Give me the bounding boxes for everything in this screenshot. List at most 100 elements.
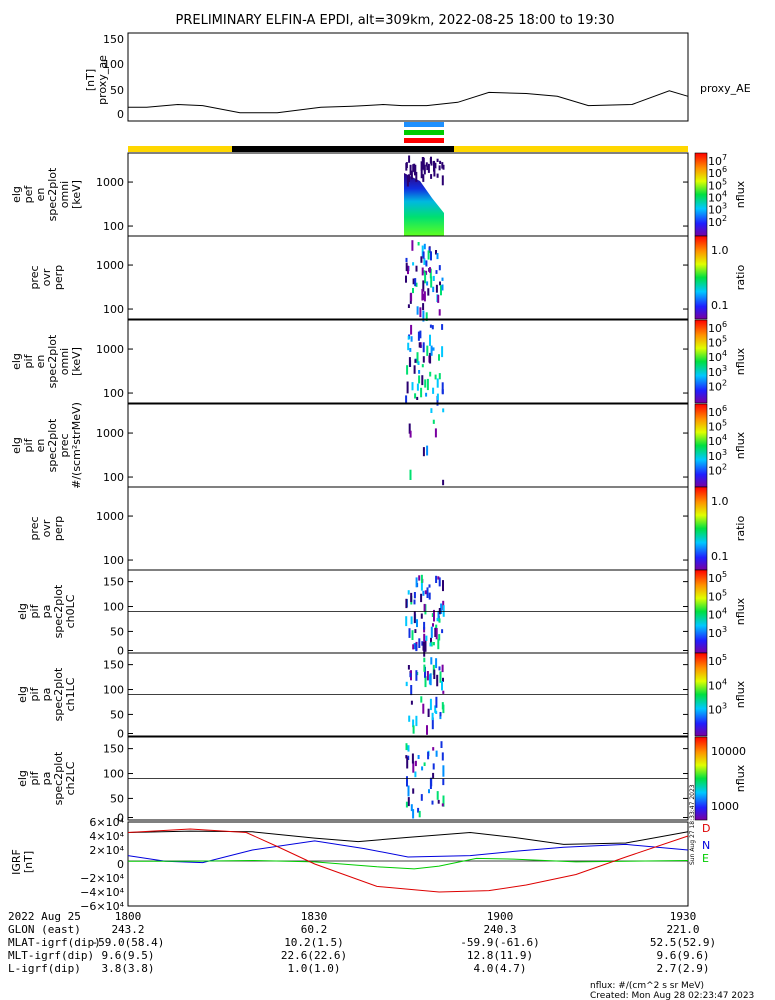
spectrogram-pixel [423, 645, 426, 657]
spectrogram-pixel [442, 704, 445, 714]
colorbar-tick-label: 10 [708, 167, 722, 180]
spec-panel-elf_pif_pa_spec2plot_ch2LC: elg pif pa spec2plot ch2LC 150 100 50 0 10000 1000… [16, 736, 747, 825]
spectrogram-pixel [430, 174, 433, 179]
eph-cell: 9.6(9.6) [657, 949, 710, 962]
spectrogram-ylabel: #/(scm²strMeV) [70, 402, 83, 489]
colorbar-tick-label: 10 [708, 380, 722, 393]
spectrogram-pixel [430, 626, 433, 638]
spectrogram-ylabel: spec2plot [46, 418, 59, 472]
spectrogram-pixel [423, 270, 426, 274]
colorbar-tick-label: 0.1 [711, 299, 729, 312]
colorbar-tick-exponent: 7 [722, 153, 727, 162]
spectrogram-ylabel: pa [40, 605, 53, 619]
spectrogram-ytick: 150 [103, 659, 124, 672]
spectrogram-pixel [424, 272, 427, 284]
spectrogram-pixel [418, 638, 421, 648]
spectrogram-pixel [441, 162, 444, 169]
spectrogram-ylabel: en [34, 188, 47, 202]
spectrogram-pixel [424, 666, 426, 678]
colorbar-tick-label: 10 [708, 406, 722, 419]
spectrogram-pixel [433, 160, 435, 172]
spectrogram-pixel [415, 171, 418, 182]
eph-row-label: GLON (east) [8, 923, 81, 936]
colorbar [694, 736, 708, 821]
spectrogram-ylabel: en [34, 355, 47, 369]
eph-cell: -59.0(58.4) [92, 936, 165, 949]
spectrogram-pixel [406, 365, 409, 375]
colorbar-tick-exponent: 5 [722, 335, 727, 344]
colorbar [694, 569, 708, 654]
spectrogram-pixel [423, 603, 426, 612]
spectrogram-pixel [429, 371, 432, 377]
spectrogram-pixel [417, 807, 420, 813]
spectrogram-pixel [438, 373, 441, 380]
spectrogram-ylabel: ovr [40, 519, 53, 537]
colorbar-tick-exponent: 6 [722, 404, 727, 413]
spectrogram-ytick: 100 [103, 601, 124, 614]
eph-cell: 12.8(11.9) [467, 949, 533, 962]
spectrogram-gap [404, 173, 444, 213]
colorbar-tick-exponent: 3 [722, 625, 727, 634]
spectrogram-pixel [428, 247, 431, 252]
spectrogram-pixel [441, 324, 444, 330]
spectrogram-pixel [438, 666, 441, 671]
spectrogram-pixel [407, 745, 410, 752]
spectrogram-pixel [436, 617, 439, 622]
spectrogram-ytick: 100 [103, 684, 124, 697]
colorbar-tick-exponent: 4 [722, 433, 727, 442]
eph-cell: 1.0(1.0) [288, 962, 341, 975]
spectrogram-pixel [442, 580, 444, 591]
spectrogram-pixel [430, 657, 433, 665]
spectrogram-pixel [420, 387, 423, 398]
spectrogram-pixel [426, 281, 429, 286]
spectrogram-pixel [409, 430, 412, 438]
eph-cell: 2.7(2.9) [657, 962, 710, 975]
spectrogram-ylabel: ovr [40, 268, 53, 286]
spectrogram-ytick: 100 [103, 554, 124, 567]
spectrogram-pixel [431, 613, 434, 617]
spectrogram-pixel [412, 788, 415, 794]
proxy-ae-ytick: 50 [110, 84, 124, 97]
colorbar-tick-label: 10 [708, 464, 722, 477]
spectrogram-pixel [422, 303, 425, 311]
spectrogram-pixel [435, 710, 438, 714]
spectrogram-ylabel: perp [52, 265, 65, 290]
spectrogram-pixel [430, 251, 432, 261]
spectrogram-pixel [432, 747, 435, 751]
spectrogram-pixel [432, 623, 434, 627]
spectrogram-frame [127, 235, 689, 320]
footer-units-note: nflux: #/(cm^2 s sr MeV) [590, 981, 704, 991]
spectrogram-ylabel: [keV] [70, 180, 83, 209]
colorbar-tick-label: 10 [708, 609, 722, 622]
spectrogram-pixel [442, 605, 445, 617]
spectrogram-pixel [414, 164, 417, 172]
spectrogram-pixel [414, 629, 417, 633]
eph-row-label: MLAT-igrf(dip) [8, 936, 101, 949]
colorbar [694, 235, 708, 320]
spectrogram-pixel [436, 158, 439, 162]
eph-cell: -59.9(-61.6) [460, 936, 539, 949]
spectrogram-pixel [410, 592, 413, 603]
spectrogram-ylabel: elg [10, 437, 23, 454]
spectrogram-pixel [431, 717, 434, 730]
colorbar-tick-exponent: 6 [722, 320, 727, 329]
proxy-ae-ylabel-1: proxy_ae [96, 55, 109, 105]
spectrogram-pixel [435, 628, 438, 640]
spectrogram-pixel [412, 809, 415, 819]
spectrogram-pixel [407, 785, 410, 797]
spectrogram-pixel [413, 592, 416, 599]
spectrogram-pixel [425, 312, 428, 321]
igrf-legend-n: N [702, 839, 710, 852]
spectrogram-pixel [441, 803, 444, 807]
spectrogram-pixel [416, 352, 419, 364]
spectrogram-ylabel: ch1LC [64, 677, 77, 711]
spectrogram-pixel [438, 265, 441, 271]
spectrogram-ylabel: en [34, 439, 47, 453]
spectrogram-pixel [425, 392, 428, 397]
colorbar [694, 152, 708, 237]
igrf-series-d [127, 830, 689, 845]
spectrogram-pixel [429, 158, 432, 163]
spectrogram-ytick: 100 [103, 220, 124, 233]
spectrogram-pixel [441, 175, 444, 186]
